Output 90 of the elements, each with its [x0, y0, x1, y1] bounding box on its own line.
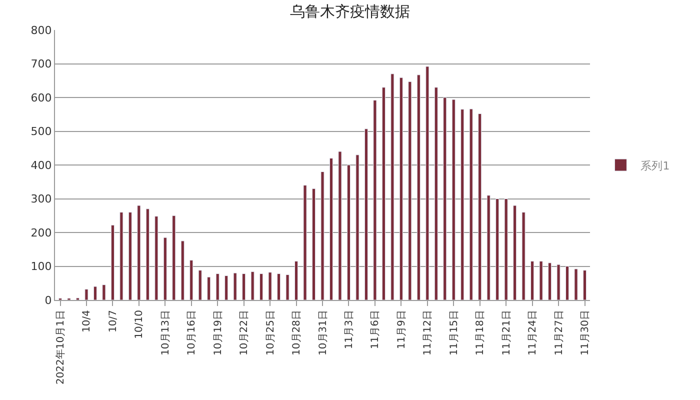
x-tick-label: 10/10 [134, 310, 146, 339]
bar [390, 74, 394, 300]
bar [530, 260, 534, 300]
bar [93, 286, 97, 300]
bar [190, 260, 194, 300]
bar [207, 276, 211, 300]
bar [565, 266, 570, 300]
bar [522, 212, 526, 300]
bar [110, 224, 114, 300]
bar [556, 264, 560, 300]
y-tick-label: 500 [30, 125, 52, 138]
bar [382, 87, 386, 300]
bar [329, 158, 334, 300]
x-tick-label: 11月15日 [448, 310, 460, 356]
bar [277, 273, 281, 300]
bar [426, 66, 430, 300]
bar [434, 87, 438, 300]
bar [242, 273, 246, 300]
bar [478, 113, 482, 300]
x-tick-label: 11月9日 [396, 310, 408, 350]
x-tick-label: 11月18日 [475, 310, 486, 356]
y-tick-label: 200 [30, 226, 52, 240]
bar [216, 273, 220, 300]
bar [137, 205, 141, 300]
x-tick-label: 11月30日 [580, 310, 591, 356]
x-tick-label: 10月31日 [318, 310, 329, 356]
bar [294, 260, 298, 300]
bar [460, 109, 464, 300]
bar [312, 188, 316, 300]
legend-label: 系列1 [640, 159, 670, 172]
bar [198, 270, 202, 300]
bar [260, 273, 264, 300]
bar [513, 205, 517, 300]
bar [233, 272, 237, 300]
y-tick-label: 600 [30, 91, 52, 104]
y-tick-label: 700 [30, 58, 52, 71]
y-tick-label: 100 [30, 260, 52, 274]
x-tick-label: 11月27日 [554, 310, 565, 356]
y-tick-label: 800 [30, 24, 52, 37]
x-tick-label: 10月28日 [292, 310, 303, 356]
bar [163, 237, 167, 300]
bar [399, 77, 403, 300]
bar [286, 274, 290, 300]
bar [250, 271, 254, 300]
bar [346, 164, 351, 300]
x-tick-label: 11月3日 [344, 310, 355, 350]
bar [120, 212, 124, 300]
bar [469, 108, 473, 300]
bar [416, 74, 420, 300]
bar [496, 198, 500, 300]
bar [102, 284, 106, 300]
y-tick-label: 400 [30, 158, 52, 172]
x-tick-label: 11月6日 [370, 310, 382, 350]
x-tick-label: 11月12日 [422, 310, 434, 356]
bar [364, 128, 368, 300]
x-tick-label: 10月22日 [239, 310, 250, 356]
bar [486, 195, 490, 300]
bar [373, 100, 377, 300]
bar [303, 185, 307, 300]
bar [539, 260, 543, 300]
x-tick-label: 11月24日 [528, 310, 539, 356]
x-tick-label: 11月21日 [501, 310, 512, 356]
bar [154, 216, 158, 300]
bar [172, 215, 176, 300]
bar [146, 208, 150, 300]
x-tick-label: 10月13日 [160, 310, 172, 356]
x-tick-label: 10/7 [108, 310, 119, 332]
bar [408, 81, 412, 300]
chart-title: 乌鲁木齐疫情数据 [290, 2, 410, 20]
bar [128, 212, 132, 300]
x-tick-label: 2022年10月1日 [54, 310, 66, 385]
bar [582, 270, 587, 300]
bar [356, 154, 360, 300]
x-tick-label: 10/4 [82, 310, 93, 332]
bar [443, 97, 447, 300]
bar [84, 288, 88, 300]
x-tick-label: 10月25日 [265, 310, 276, 356]
bar [268, 272, 272, 300]
x-tick-label: 10月16日 [186, 310, 198, 356]
bar [574, 268, 578, 300]
bar [504, 198, 508, 300]
bar [548, 262, 552, 300]
bar [338, 151, 342, 300]
y-tick-label: 300 [30, 192, 52, 206]
bar [224, 275, 228, 300]
y-tick-label: 0 [44, 294, 52, 307]
bar [320, 172, 324, 300]
x-tick-label: 10月19日 [212, 310, 224, 356]
bar [452, 99, 456, 300]
bar [180, 240, 184, 300]
